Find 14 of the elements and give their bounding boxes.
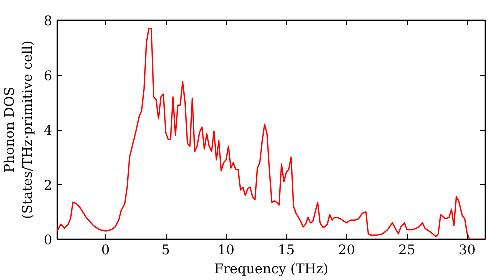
x-tick-label: 25 (398, 244, 416, 258)
y-tick-label: 6 (44, 69, 53, 84)
x-tick-label: 20 (338, 244, 356, 258)
y-axis-title: Phonon DOS (States/THz·primitive cell) (3, 40, 36, 220)
x-tick-label: 15 (278, 244, 296, 258)
x-tick-label: 5 (162, 244, 170, 258)
y-tick-label: 2 (44, 178, 53, 194)
x-tick-label: 10 (218, 244, 235, 258)
y-tick-label: 0 (44, 234, 53, 248)
x-tick-label: 0 (101, 244, 110, 258)
y-tick-label: 8 (44, 14, 53, 30)
y-tick-label: 4 (44, 124, 53, 139)
x-axis-title: Frequency (THz) (214, 262, 329, 278)
x-tick-label: 30 (458, 244, 476, 258)
